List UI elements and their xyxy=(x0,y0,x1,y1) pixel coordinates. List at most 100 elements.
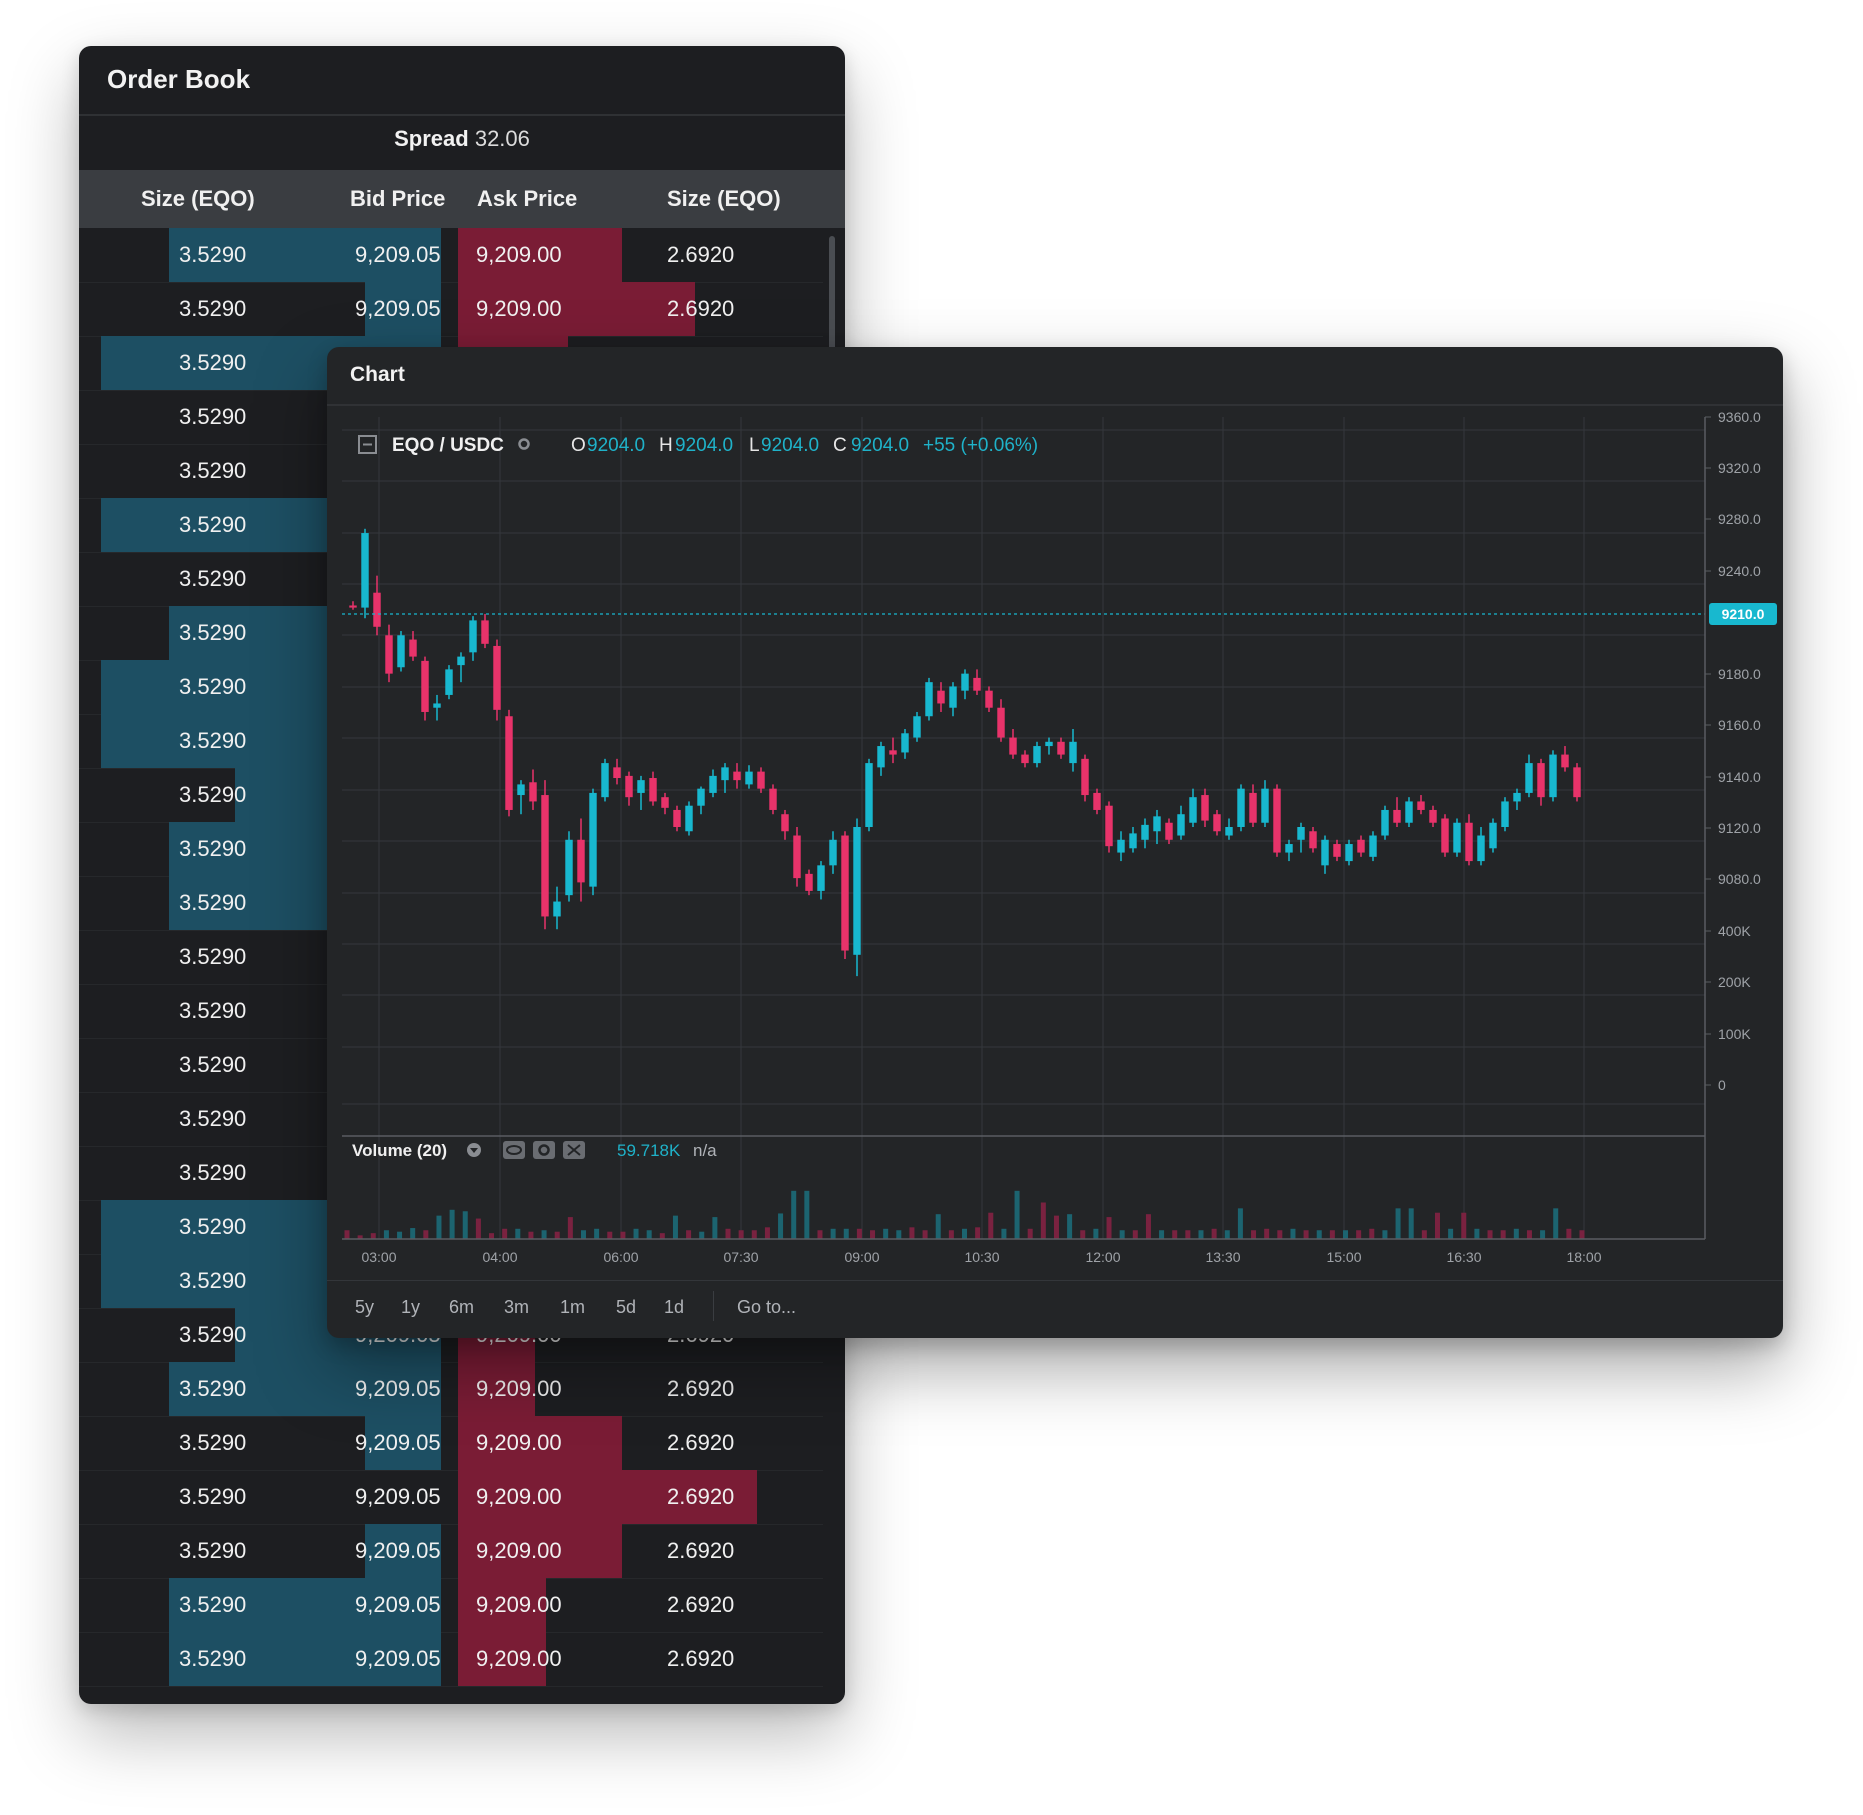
candle-up xyxy=(589,792,597,887)
candle-up xyxy=(601,763,609,798)
ask-price-cell: 9,209.00 xyxy=(476,296,562,321)
candle-down xyxy=(1333,844,1341,857)
order-book-row[interactable]: 3.5290 9,209.05 9,209.00 2.6920 xyxy=(79,228,823,283)
spread-value: 32.06 xyxy=(474,126,530,151)
volume-bar xyxy=(357,1235,363,1239)
candle-up xyxy=(913,716,921,738)
timeframe-button-5y[interactable]: 5y xyxy=(355,1297,375,1317)
divider xyxy=(327,404,1783,406)
order-book-row[interactable]: 3.5290 9,209.05 9,209.00 2.6920 xyxy=(79,1470,823,1525)
column-header-bid-size[interactable]: Size (EQO) xyxy=(141,186,255,211)
price-axis-label: 9240.0 xyxy=(1718,563,1761,579)
column-header-ask-price[interactable]: Ask Price xyxy=(477,186,578,211)
time-axis-label: 15:00 xyxy=(1326,1249,1361,1265)
ask-size-cell: 2.6920 xyxy=(667,1484,735,1509)
order-book-row[interactable]: 3.5290 9,209.05 9,209.00 2.6920 xyxy=(79,1416,823,1471)
bid-depth-bar xyxy=(365,282,441,336)
candle-up xyxy=(1477,835,1485,862)
candle-up xyxy=(745,771,753,785)
candle-up xyxy=(1369,835,1377,857)
candle-up xyxy=(1549,754,1557,798)
candle-up xyxy=(709,775,717,793)
volume-bar xyxy=(594,1228,600,1239)
volume-bar xyxy=(778,1213,784,1239)
volume-bar xyxy=(1040,1202,1046,1239)
ask-size-cell: 2.6920 xyxy=(667,1538,735,1563)
volume-bar xyxy=(462,1211,468,1239)
order-book-row[interactable]: 3.5290 9,209.05 9,209.00 2.6920 xyxy=(79,1362,823,1417)
candle-up xyxy=(697,788,705,806)
order-book-row[interactable]: 3.5290 9,209.05 9,209.00 2.6920 xyxy=(79,1578,823,1633)
volume-bar xyxy=(1224,1230,1230,1239)
candle-down xyxy=(661,797,669,808)
timeframe-button-3m[interactable]: 3m xyxy=(504,1297,530,1317)
candle-down xyxy=(625,775,633,798)
volume-bar xyxy=(975,1227,981,1239)
column-header-ask-size[interactable]: Size (EQO) xyxy=(667,186,781,211)
candle-down xyxy=(1201,795,1209,821)
candlestick-chart[interactable]: EQO / USDC O 9204.0 H 9204.0 L 9204.0 C … xyxy=(327,347,1783,1277)
candle-down xyxy=(1465,822,1473,862)
bid-depth-bar xyxy=(169,1632,441,1686)
volume-bar xyxy=(397,1231,403,1239)
order-book-title: Order Book xyxy=(107,64,251,94)
candle-down xyxy=(1393,809,1401,823)
candle-up xyxy=(1225,827,1233,836)
candle-up xyxy=(1321,839,1329,866)
goto-button[interactable]: Go to... xyxy=(737,1297,797,1317)
candle-up xyxy=(361,533,369,608)
candle-up xyxy=(1297,827,1305,840)
volume-bar xyxy=(1434,1212,1440,1239)
order-book-row[interactable]: 3.5290 9,209.05 9,209.00 2.6920 xyxy=(79,1632,823,1687)
order-book-row[interactable]: 3.5290 9,209.05 9,209.00 2.6920 xyxy=(79,282,823,337)
bid-depth-bar xyxy=(365,1524,441,1578)
timeframe-button-6m[interactable]: 6m xyxy=(449,1297,475,1317)
timeframe-button-1y[interactable]: 1y xyxy=(401,1297,421,1317)
settings-dot-icon[interactable] xyxy=(518,438,530,450)
candle-down xyxy=(373,592,381,627)
volume-bar xyxy=(475,1218,481,1239)
volume-bar xyxy=(1369,1228,1375,1239)
volume-bar xyxy=(935,1214,941,1239)
candle-down xyxy=(529,782,537,802)
ask-size-cell: 2.6920 xyxy=(667,242,735,267)
volume-bar xyxy=(423,1230,429,1239)
timeframe-button-1d[interactable]: 1d xyxy=(664,1297,685,1317)
volume-bar xyxy=(1211,1228,1217,1239)
eye-icon[interactable] xyxy=(503,1141,525,1159)
order-book-row[interactable]: 3.5290 9,209.05 9,209.00 2.6920 xyxy=(79,1524,823,1579)
volume-bar xyxy=(489,1233,495,1239)
candle-up xyxy=(1117,839,1125,853)
time-axis-label: 09:00 xyxy=(844,1249,879,1265)
column-header-bid-price[interactable]: Bid Price xyxy=(350,186,446,211)
candle-down xyxy=(1021,754,1029,764)
collapse-icon[interactable] xyxy=(358,435,377,454)
candle-down xyxy=(505,716,513,810)
candle-down xyxy=(1081,758,1089,796)
volume-bar xyxy=(883,1228,889,1239)
bid-size-cell: 3.5290 xyxy=(179,404,247,429)
candle-up xyxy=(1381,809,1389,836)
volume-bar xyxy=(1382,1230,1388,1239)
bid-size-cell: 3.5290 xyxy=(179,1592,247,1617)
timeframe-button-5d[interactable]: 5d xyxy=(616,1297,637,1317)
gear-icon[interactable] xyxy=(533,1141,555,1159)
candle-up xyxy=(433,703,441,708)
volume-bar xyxy=(528,1231,534,1239)
candle-down xyxy=(889,750,897,755)
scrollbar[interactable] xyxy=(829,236,835,356)
order-book-header: Size (EQO) Bid Price Ask Price Size (EQO… xyxy=(79,170,845,228)
candle-up xyxy=(1285,844,1293,853)
candle-down xyxy=(1561,754,1569,768)
bid-size-cell: 3.5290 xyxy=(179,620,247,645)
candle-down xyxy=(649,778,657,802)
bid-price-cell: 9,209.05 xyxy=(355,242,441,267)
candle-down xyxy=(577,839,585,883)
bid-size-cell: 3.5290 xyxy=(179,350,247,375)
chart-legend: EQO / USDC O 9204.0 H 9204.0 L 9204.0 C … xyxy=(358,435,1038,456)
volume-bars xyxy=(344,1190,1585,1239)
candle-up xyxy=(685,805,693,832)
volume-bar xyxy=(449,1209,455,1239)
timeframe-button-1m[interactable]: 1m xyxy=(560,1297,586,1317)
volume-bar xyxy=(896,1230,902,1239)
